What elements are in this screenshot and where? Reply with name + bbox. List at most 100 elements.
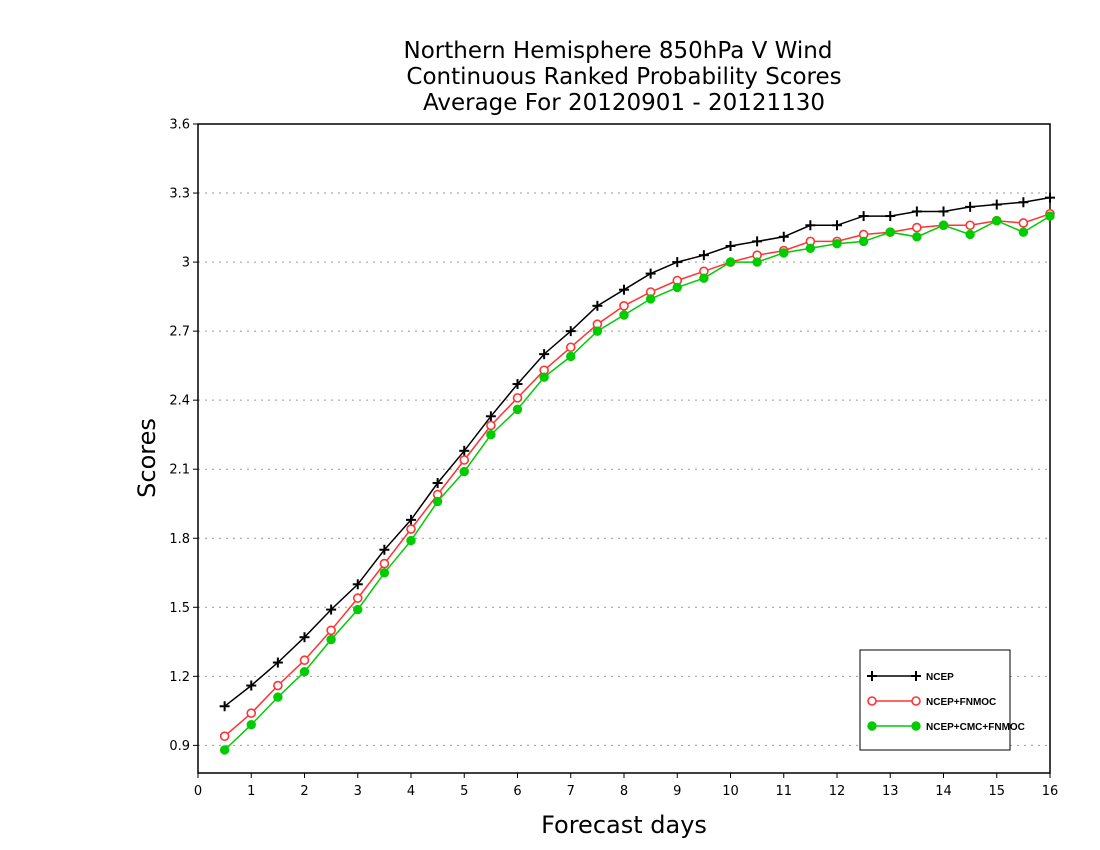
data-point-ncep-cmc-fnmoc	[858, 236, 869, 247]
data-point-ncep	[432, 478, 443, 489]
data-point-ncep	[645, 268, 656, 279]
data-point-ncep	[991, 199, 1002, 210]
y-tick-label: 1.5	[169, 601, 190, 616]
data-point-ncep-cmc-fnmoc	[725, 257, 736, 267]
data-point-ncep	[965, 201, 976, 212]
data-point-ncep-fnmoc	[219, 731, 230, 741]
data-point-ncep	[565, 326, 576, 337]
data-point-ncep-cmc-fnmoc	[699, 273, 709, 283]
y-tick-label: 2.4	[169, 394, 190, 409]
x-axis-label: Forecast days	[541, 811, 707, 839]
x-tick-label: 15	[988, 784, 1005, 799]
data-point-ncep	[592, 300, 603, 311]
x-tick-label: 0	[194, 784, 202, 799]
data-point-ncep-fnmoc	[459, 455, 470, 465]
x-tick-label: 5	[460, 784, 468, 799]
data-point-ncep	[459, 445, 470, 456]
data-point-ncep-fnmoc	[352, 593, 363, 603]
x-tick-label: 10	[722, 784, 739, 799]
data-point-ncep-fnmoc	[1018, 218, 1029, 228]
data-point-ncep-cmc-fnmoc	[965, 229, 975, 240]
data-point-ncep	[938, 206, 949, 217]
series-ncep	[219, 192, 1055, 712]
legend-marker	[911, 721, 921, 731]
legend-label: NCEP	[926, 672, 954, 683]
data-point-ncep	[539, 349, 550, 360]
data-point-ncep-cmc-fnmoc	[353, 604, 363, 615]
x-tick-label: 9	[673, 784, 681, 799]
y-tick-label: 2.7	[169, 325, 190, 340]
data-point-ncep-cmc-fnmoc	[992, 215, 1002, 226]
data-point-ncep	[219, 701, 230, 712]
data-point-ncep	[725, 240, 736, 251]
data-point-ncep-cmc-fnmoc	[645, 294, 656, 304]
data-point-ncep-cmc-fnmoc	[832, 238, 842, 249]
data-point-ncep	[832, 220, 842, 231]
x-tick-label: 4	[407, 784, 415, 799]
data-point-ncep-cmc-fnmoc	[539, 372, 549, 382]
data-point-ncep	[911, 206, 922, 217]
y-tick-label: 1.2	[169, 670, 190, 685]
series-ncep-cmc-fnmoc	[219, 211, 1055, 755]
data-point-ncep	[1045, 192, 1055, 203]
data-point-ncep-cmc-fnmoc	[326, 634, 336, 645]
x-tick-label: 14	[935, 784, 952, 799]
x-tick-label: 2	[300, 784, 308, 799]
data-point-ncep	[326, 604, 337, 615]
data-point-ncep-fnmoc	[299, 655, 310, 666]
x-tick-label: 7	[567, 784, 575, 799]
legend-item: NCEP	[867, 671, 954, 683]
legend-marker	[867, 671, 877, 681]
data-point-ncep-cmc-fnmoc	[273, 692, 283, 702]
data-point-ncep	[778, 231, 789, 242]
data-point-ncep-cmc-fnmoc	[406, 535, 416, 546]
data-point-ncep-fnmoc	[565, 342, 576, 353]
data-point-ncep-cmc-fnmoc	[486, 429, 496, 440]
title-line-3: Average For 20120901 - 20121130	[423, 90, 825, 116]
plot-frame	[197, 123, 1051, 774]
title-line-2: Continuous Ranked Probability Scores	[406, 64, 841, 90]
data-point-ncep-fnmoc	[512, 393, 523, 403]
data-point-ncep-cmc-fnmoc	[219, 745, 230, 755]
legend-box	[859, 649, 1011, 751]
legend-marker	[867, 696, 877, 706]
x-tick-label: 3	[354, 784, 362, 799]
data-point-ncep	[379, 544, 390, 555]
gridlines	[198, 192, 1050, 746]
data-point-ncep-fnmoc	[246, 708, 257, 718]
data-point-ncep-cmc-fnmoc	[779, 248, 789, 258]
series-line-ncep	[224, 196, 1051, 707]
data-point-ncep-cmc-fnmoc	[938, 220, 949, 230]
data-point-ncep	[512, 379, 523, 390]
data-point-ncep-cmc-fnmoc	[432, 496, 443, 507]
data-point-ncep-fnmoc	[406, 524, 416, 534]
data-point-ncep	[272, 657, 283, 668]
y-tick-label: 3	[182, 256, 190, 271]
legend-label: NCEP+CMC+FNMOC	[926, 722, 1025, 733]
data-point-ncep-cmc-fnmoc	[566, 351, 576, 362]
axes: 0.91.21.51.82.12.42.733.33.60 1 2 3 4 5 6 7 8 9 10…	[169, 118, 1058, 800]
data-point-ncep-fnmoc	[619, 301, 629, 311]
data-point-ncep-cmc-fnmoc	[912, 232, 922, 242]
data-point-ncep-cmc-fnmoc	[752, 257, 762, 267]
x-tick-label: 13	[882, 784, 899, 799]
title-line-1: Northern Hemisphere 850hPa V Wind	[404, 38, 833, 64]
legend-item: NCEP+CMC+FNMOC	[867, 721, 1025, 733]
data-point-ncep-cmc-fnmoc	[246, 719, 256, 730]
data-point-ncep	[885, 211, 896, 222]
y-tick-label: 2.1	[169, 463, 190, 478]
x-tick-label: 1	[247, 784, 255, 799]
data-point-ncep	[299, 632, 310, 643]
chart-title: Northern Hemisphere 850hPa V Wind Contin…	[404, 38, 842, 116]
legend: NCEP NCEP+FNMOC NCEP+CMC+FNMOC	[859, 649, 1025, 751]
series-lines	[219, 192, 1055, 755]
legend-marker	[867, 721, 877, 731]
data-point-ncep-cmc-fnmoc	[299, 667, 310, 677]
y-tick-label: 0.9	[169, 739, 190, 754]
data-point-ncep-fnmoc	[273, 680, 283, 691]
data-point-ncep-cmc-fnmoc	[1045, 211, 1055, 221]
data-point-ncep-cmc-fnmoc	[592, 326, 603, 336]
data-point-ncep	[246, 680, 257, 691]
y-tick-label: 1.8	[169, 532, 190, 547]
legend-marker	[911, 696, 921, 706]
